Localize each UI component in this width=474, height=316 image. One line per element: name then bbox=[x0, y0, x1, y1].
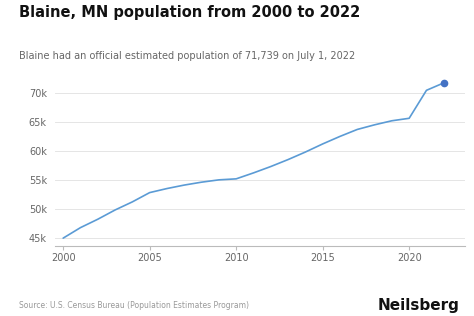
Text: Source: U.S. Census Bureau (Population Estimates Program): Source: U.S. Census Bureau (Population E… bbox=[19, 301, 249, 310]
Text: Blaine, MN population from 2000 to 2022: Blaine, MN population from 2000 to 2022 bbox=[19, 5, 360, 20]
Text: Neilsberg: Neilsberg bbox=[378, 298, 460, 313]
Text: Blaine had an official estimated population of 71,739 on July 1, 2022: Blaine had an official estimated populat… bbox=[19, 51, 355, 61]
